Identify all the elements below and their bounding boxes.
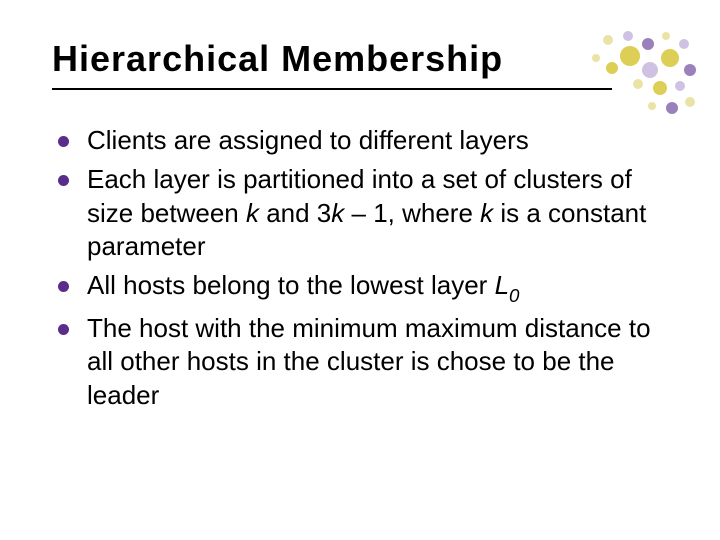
list-item: All hosts belong to the lowest layer L0 <box>58 269 668 306</box>
bullet-icon <box>58 324 69 335</box>
bullet-list: Clients are assigned to different layers… <box>52 124 668 412</box>
text-run: All hosts belong to the lowest layer <box>87 270 495 300</box>
page-title: Hierarchical Membership <box>52 38 668 80</box>
item-text: All hosts belong to the lowest layer L0 <box>87 269 668 306</box>
text-run: – 1, where <box>344 198 480 228</box>
bullet-icon <box>58 136 69 147</box>
var-L: L <box>495 270 509 300</box>
bullet-icon <box>58 175 69 186</box>
list-item: The host with the minimum maximum distan… <box>58 312 668 412</box>
bullet-icon <box>58 281 69 292</box>
text-run: and 3 <box>259 198 331 228</box>
title-wrap: Hierarchical Membership <box>52 38 668 90</box>
list-item: Clients are assigned to different layers <box>58 124 668 157</box>
subscript-zero: 0 <box>509 285 519 306</box>
list-item: Each layer is partitioned into a set of … <box>58 163 668 263</box>
var-k: k <box>480 198 493 228</box>
item-text: Each layer is partitioned into a set of … <box>87 163 668 263</box>
slide: Hierarchical Membership Clients are assi… <box>0 0 720 540</box>
item-text: The host with the minimum maximum distan… <box>87 312 668 412</box>
item-text: Clients are assigned to different layers <box>87 124 668 157</box>
title-underline <box>52 88 612 90</box>
var-k: k <box>246 198 259 228</box>
var-k: k <box>331 198 344 228</box>
